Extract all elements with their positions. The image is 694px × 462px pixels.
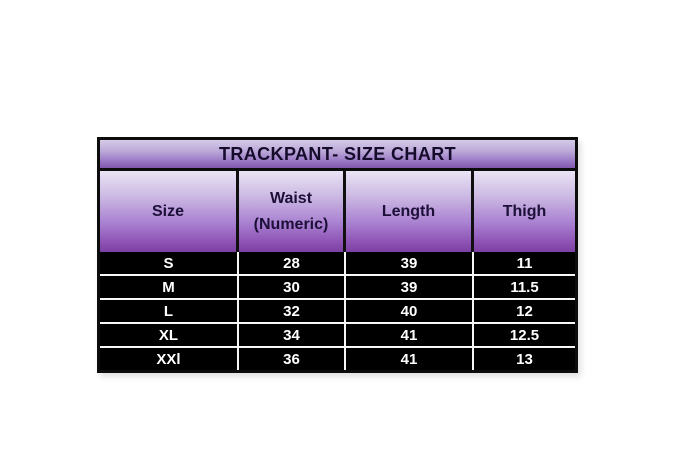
- table-cell-waist: 28: [239, 252, 346, 274]
- table-cell-thigh: 11: [516, 254, 533, 272]
- table-cell-length: 39: [346, 252, 474, 274]
- table-cell-size: S: [100, 252, 239, 274]
- table-cell-waist: 30: [239, 276, 346, 298]
- table-cell-waist: 36: [239, 348, 346, 370]
- table-cell-thigh: 11.5: [510, 278, 539, 296]
- column-header-size: Size: [100, 171, 239, 252]
- table-cell-size: L: [100, 300, 239, 322]
- table-cell-size: XL: [100, 324, 239, 346]
- table-cell-thigh: 12.5: [509, 326, 540, 344]
- table-row: L 32 40 12: [100, 300, 575, 324]
- table-cell-length: 39: [346, 276, 474, 298]
- column-header-thigh: Thigh: [502, 202, 547, 220]
- table-cell-size: M: [100, 276, 239, 298]
- table-title-bar: TRACKPANT- SIZE CHART: [100, 140, 575, 171]
- size-chart-table: TRACKPANT- SIZE CHART Size Waist (Numeri…: [97, 137, 578, 373]
- table-row: M 30 39 11.5: [100, 276, 575, 300]
- table-cell-waist: 32: [239, 300, 346, 322]
- table-cell-thigh: 13: [516, 350, 533, 368]
- table-cell-thigh: 12: [516, 302, 533, 320]
- table-row: S 28 39 11: [100, 252, 575, 276]
- table-cell-length: 41: [346, 348, 474, 370]
- table-row: XL 34 41 12.5: [100, 324, 575, 348]
- table-header-row: Size Waist (Numeric) Length Thigh: [100, 171, 575, 252]
- table-title: TRACKPANT- SIZE CHART: [218, 143, 457, 164]
- table-row: XXl 36 41 13: [100, 348, 575, 370]
- table-cell-length: 40: [346, 300, 474, 322]
- column-header-length: Length: [346, 171, 474, 252]
- table-cell-waist: 34: [239, 324, 346, 346]
- column-header-waist: Waist (Numeric): [239, 171, 346, 252]
- table-cell-length: 41: [346, 324, 474, 346]
- table-cell-size: XXl: [100, 348, 239, 370]
